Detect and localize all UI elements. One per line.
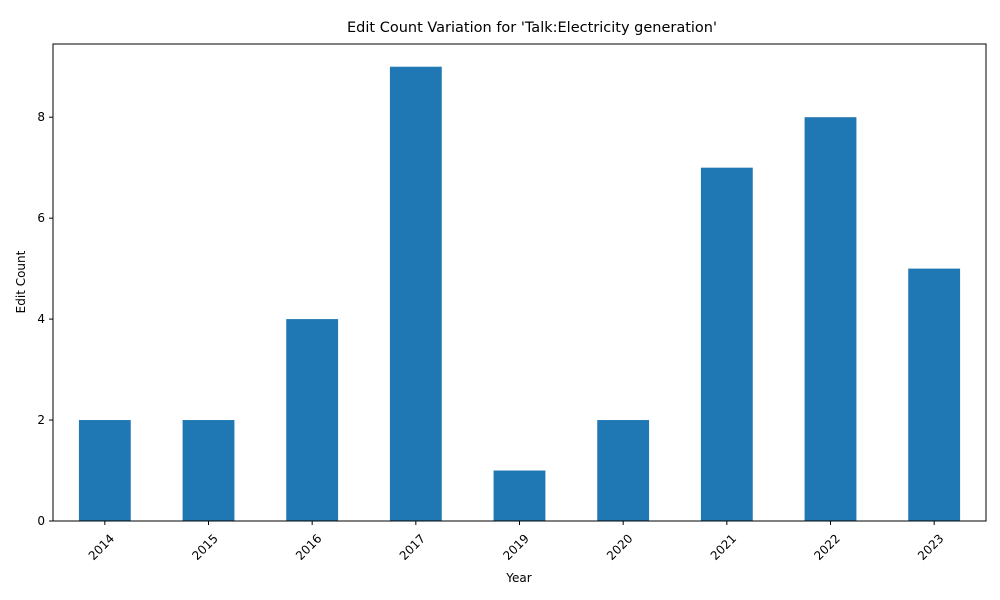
x-tick-label: 2021 [708, 531, 739, 562]
x-tick-label: 2015 [189, 531, 220, 562]
x-tick-label: 2016 [293, 531, 324, 562]
x-tick-label: 2019 [500, 531, 531, 562]
bar-2020 [597, 420, 650, 521]
bars-group [78, 66, 961, 521]
y-tick-label: 4 [37, 312, 45, 326]
bar-2023 [908, 268, 961, 521]
x-tick-label: 2014 [86, 531, 117, 562]
x-axis-label: Year [505, 571, 531, 585]
x-tick-label: 2020 [604, 531, 635, 562]
y-tick-label: 0 [37, 514, 45, 528]
bar-2019 [493, 470, 546, 521]
y-tick-label: 8 [37, 110, 45, 124]
plot-frame [52, 43, 987, 522]
chart-title: Edit Count Variation for 'Talk:Electrici… [347, 20, 717, 36]
y-axis-ticks: 0 2 4 6 8 [37, 110, 53, 528]
y-tick-label: 2 [37, 413, 45, 427]
bar-2014 [78, 420, 131, 521]
x-tick-label: 2017 [397, 531, 428, 562]
x-tick-label: 2023 [915, 531, 946, 562]
bar-2015 [182, 420, 235, 521]
bar-2022 [804, 117, 857, 521]
y-tick-label: 6 [37, 211, 45, 225]
x-tick-label: 2022 [811, 531, 842, 562]
bar-2017 [389, 66, 442, 521]
y-axis-label: Edit Count [14, 250, 28, 313]
bar-2021 [700, 167, 753, 521]
x-axis-ticks: 2014 2015 2016 2017 2019 2020 2021 2022 2023 [86, 521, 947, 563]
bar-2016 [286, 319, 339, 521]
